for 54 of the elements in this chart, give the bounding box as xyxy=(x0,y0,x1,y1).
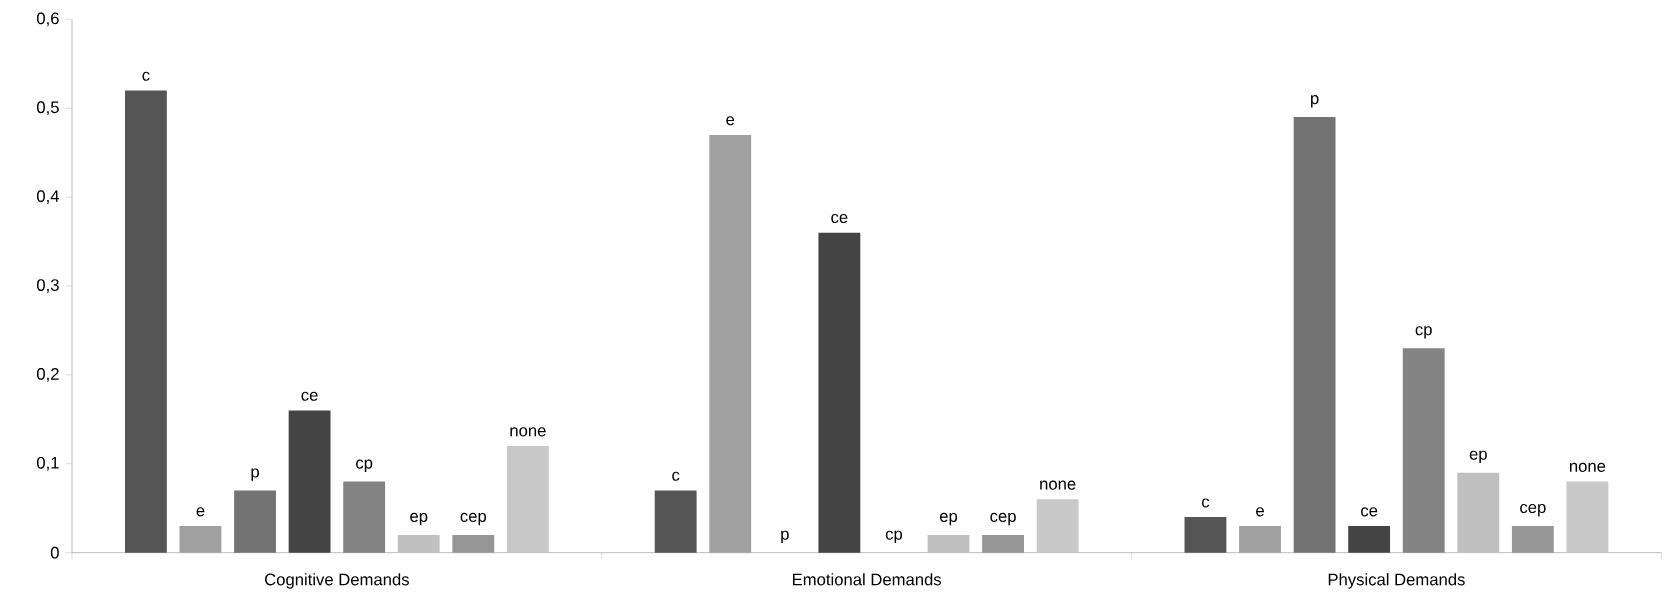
text: e xyxy=(196,507,205,517)
bar xyxy=(1348,526,1391,553)
text: ep xyxy=(939,512,958,526)
bar xyxy=(452,534,495,553)
text: cep xyxy=(1520,503,1546,517)
x-tick-label: Emotional Demands xyxy=(792,573,942,586)
series-label: ce xyxy=(301,391,318,401)
text: cep xyxy=(990,512,1016,526)
bar xyxy=(397,534,440,553)
bar xyxy=(818,232,861,553)
bar xyxy=(1036,499,1079,553)
text: none xyxy=(510,427,546,437)
series-label: cp xyxy=(356,459,373,472)
y-tick-label: 0,5 xyxy=(36,101,59,116)
bar xyxy=(982,534,1024,553)
bar xyxy=(1184,517,1227,553)
text: ep xyxy=(1469,450,1487,464)
series-label: ep xyxy=(410,512,428,526)
bar xyxy=(1511,526,1554,553)
text: p xyxy=(781,530,789,544)
text: ce xyxy=(831,213,848,224)
text: e xyxy=(1256,507,1264,517)
bar xyxy=(654,490,697,553)
y-tick-label: 0,2 xyxy=(36,368,59,382)
bar xyxy=(709,134,752,553)
bar xyxy=(1457,472,1500,553)
text: ce xyxy=(1361,507,1378,517)
text: cp xyxy=(1415,326,1432,339)
bar xyxy=(288,410,331,553)
y-tick-label: 0,3 xyxy=(36,279,59,293)
text: none xyxy=(1569,462,1606,472)
y-tick-label: 0,4 xyxy=(36,190,60,204)
text: p xyxy=(251,468,259,481)
bar xyxy=(927,534,970,553)
y-tick-label: 0 xyxy=(50,546,59,559)
series-label: e xyxy=(726,116,735,126)
series-label: cep xyxy=(460,512,487,526)
x-tick-label: Cognitive Demands xyxy=(265,573,409,589)
text: c xyxy=(142,71,150,81)
y-tick-label: 0,6 xyxy=(36,12,59,27)
y-tick-label: 0,1 xyxy=(36,456,59,471)
bar xyxy=(1566,481,1609,553)
series-label: p xyxy=(1311,95,1319,108)
text: c xyxy=(1201,498,1210,508)
bar xyxy=(179,526,222,553)
series-label: c xyxy=(672,471,680,481)
bar xyxy=(124,90,167,553)
bar xyxy=(1293,117,1336,553)
bar xyxy=(506,446,549,553)
series-label: none xyxy=(1040,480,1076,490)
bar xyxy=(234,490,276,553)
bar xyxy=(1239,526,1281,553)
text: cp xyxy=(885,530,903,544)
x-tick-label: Physical Demands xyxy=(1328,573,1465,589)
